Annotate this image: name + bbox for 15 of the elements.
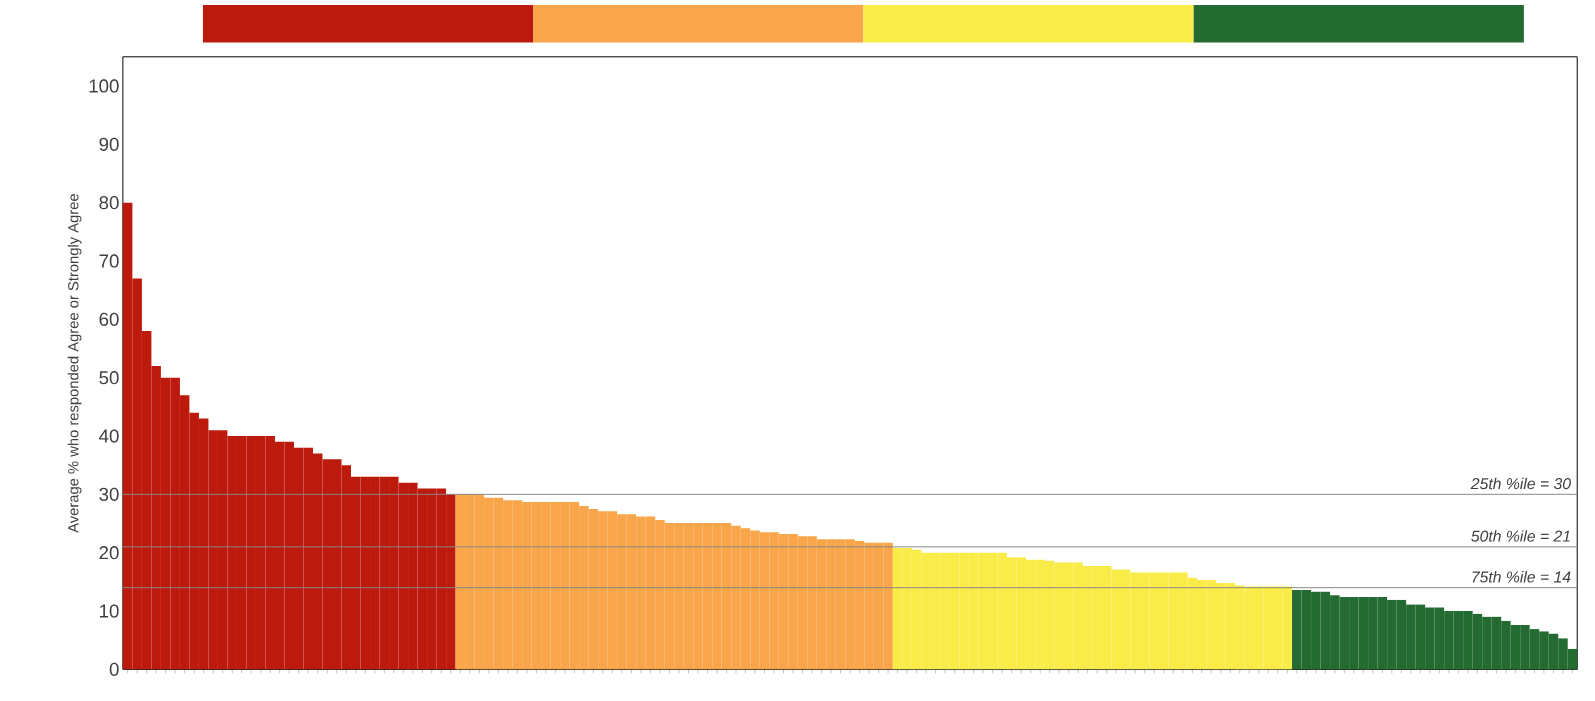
ref-line-label: 75th %ile = 14 (1472, 570, 1571, 583)
y-tick-label: 10 (100, 604, 119, 618)
y-tick-label: 20 (99, 545, 119, 560)
y-tick-label: 50 (99, 370, 119, 385)
y-tick-label: 0 (109, 662, 119, 676)
y-tick-label: 30 (99, 487, 119, 501)
y-tick-label: 90 (99, 137, 119, 151)
y-tick-label: 70 (99, 254, 119, 268)
ref-line-label: 50th %ile = 21 (1471, 529, 1570, 542)
y-tick-label: 80 (99, 195, 119, 210)
ref-line-label: 25th %ile = 30 (1470, 477, 1571, 489)
y-tick-label: 40 (99, 429, 119, 443)
y-axis-title: Average % who responded Agree or Strongly Agree (67, 193, 82, 533)
y-tick-label: 100 (89, 79, 119, 93)
y-tick-label: 60 (99, 312, 119, 326)
